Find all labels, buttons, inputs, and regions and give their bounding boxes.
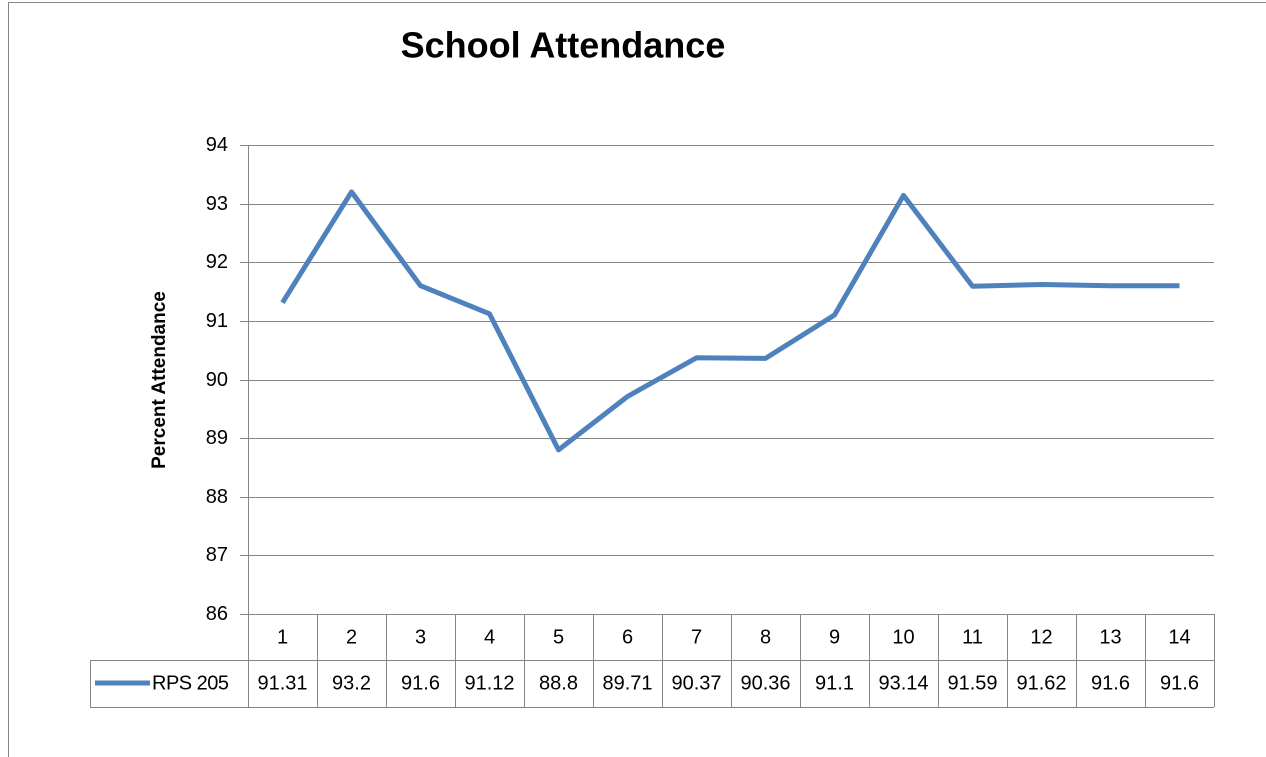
x-tick-label: 13 <box>1099 626 1121 648</box>
x-tick-label: 9 <box>829 626 840 648</box>
data-table-value: 89.71 <box>602 672 652 694</box>
chart-title: School Attendance <box>401 25 726 66</box>
data-table-value: 90.37 <box>671 672 721 694</box>
legend-label: RPS 205 <box>152 672 229 694</box>
data-table-value: 91.6 <box>1091 672 1130 694</box>
data-table-value: 88.8 <box>539 672 578 694</box>
y-tick-label: 93 <box>206 193 228 215</box>
data-table-value: 91.1 <box>815 672 854 694</box>
x-tick-label: 8 <box>760 626 771 648</box>
data-table-value: 90.36 <box>740 672 790 694</box>
y-tick-label: 88 <box>206 486 228 508</box>
y-tick-label: 87 <box>206 544 228 566</box>
y-tick-label: 86 <box>206 603 228 625</box>
x-tick-label: 6 <box>622 626 633 648</box>
data-table-value: 91.59 <box>947 672 997 694</box>
x-tick-label: 5 <box>553 626 564 648</box>
y-tick-label: 90 <box>206 369 228 391</box>
data-table-value: 91.6 <box>401 672 440 694</box>
x-tick-label: 7 <box>691 626 702 648</box>
y-tick-label: 91 <box>206 310 228 332</box>
y-tick-label: 94 <box>206 134 228 156</box>
x-tick-label: 14 <box>1168 626 1190 648</box>
x-tick-label: 4 <box>484 626 495 648</box>
x-tick-label: 11 <box>962 626 983 648</box>
x-tick-label: 2 <box>346 626 357 648</box>
y-axis-label: Percent Attendance <box>149 291 170 469</box>
y-tick-label: 92 <box>206 251 228 273</box>
x-tick-label: 1 <box>277 626 288 648</box>
data-table-value: 91.62 <box>1016 672 1066 694</box>
x-tick-label: 3 <box>415 626 426 648</box>
data-table-value: 91.31 <box>257 672 307 694</box>
x-tick-label: 10 <box>892 626 914 648</box>
x-tick-label: 12 <box>1030 626 1052 648</box>
data-table-value: 93.2 <box>332 672 371 694</box>
y-tick-label: 89 <box>206 427 228 449</box>
series-line <box>280 189 1180 453</box>
data-table-value: 91.12 <box>464 672 514 694</box>
data-table-value: 93.14 <box>878 672 928 694</box>
data-table-value: 91.6 <box>1160 672 1199 694</box>
